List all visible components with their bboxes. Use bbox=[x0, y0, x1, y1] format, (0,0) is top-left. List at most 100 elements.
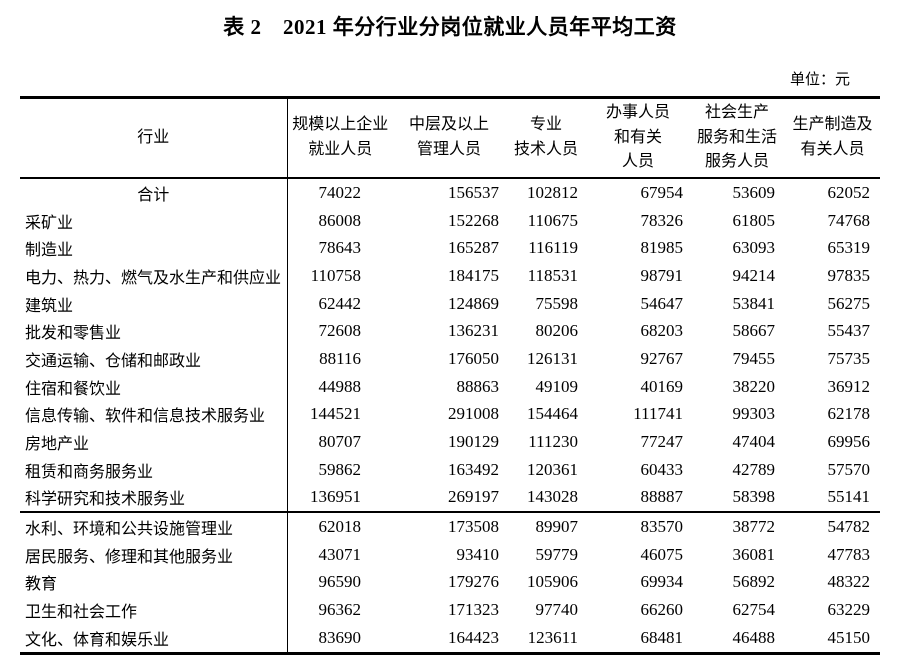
value-cell: 62052 bbox=[827, 182, 871, 202]
table-row: 信息传输、软件和信息技术服务业 144521 291008 154464 111741 9… bbox=[20, 400, 880, 429]
value-cell: 36081 bbox=[732, 544, 776, 564]
column-header: 社会生产 服务和生活 服务人员 bbox=[689, 97, 785, 179]
value-cell: 163492 bbox=[448, 459, 499, 479]
value-cell: 152268 bbox=[448, 210, 499, 230]
value-cell: 97835 bbox=[827, 265, 871, 285]
value-cell: 43071 bbox=[318, 544, 362, 564]
value-cell: 136951 bbox=[310, 487, 361, 507]
column-header: 中层及以上 管理人员 bbox=[393, 97, 505, 179]
value-cell: 79455 bbox=[732, 348, 776, 368]
value-cell: 68203 bbox=[640, 321, 684, 341]
industry-cell: 合计 bbox=[20, 178, 288, 207]
value-cell: 54647 bbox=[640, 293, 684, 313]
table-row: 居民服务、修理和其他服务业 43071 93410 59779 46075 36081 47… bbox=[20, 540, 880, 569]
value-cell: 96362 bbox=[318, 600, 362, 620]
value-cell: 56892 bbox=[732, 572, 776, 592]
table-row: 电力、热力、燃气及水生产和供应业 110758 184175 118531 98791 9… bbox=[20, 262, 880, 290]
value-cell: 291008 bbox=[448, 404, 499, 424]
header-row: 行业 规模以上企业 就业人员 中层及以上 管理人员 专业 技术人员 办事人员 和有关 人… bbox=[20, 97, 880, 179]
value-cell: 86008 bbox=[318, 210, 362, 230]
value-cell: 54782 bbox=[785, 511, 880, 541]
industry-cell: 制造业 bbox=[20, 234, 288, 263]
value-cell: 154464 bbox=[527, 404, 578, 424]
value-cell: 118531 bbox=[527, 265, 578, 285]
value-cell: 83570 bbox=[587, 511, 689, 541]
column-header: 专业 技术人员 bbox=[505, 97, 587, 179]
table-row: 住宿和餐饮业 44988 88863 49109 40169 38220 36912 bbox=[20, 372, 880, 401]
value-cell: 38772 bbox=[689, 511, 785, 541]
value-cell: 269197 bbox=[448, 487, 499, 507]
table-row: 交通运输、仓储和邮政业 88116 176050 126131 92767 79455 75… bbox=[20, 345, 880, 373]
value-cell: 68481 bbox=[640, 627, 684, 647]
industry-cell: 科学研究和技术服务业 bbox=[20, 483, 288, 513]
value-cell: 93410 bbox=[456, 544, 500, 564]
value-cell: 92767 bbox=[640, 348, 684, 368]
industry-cell: 交通运输、仓储和邮政业 bbox=[20, 345, 288, 373]
value-cell: 124869 bbox=[448, 293, 499, 313]
table-row: 房地产业 80707 190129 111230 77247 47404 69956 bbox=[20, 428, 880, 456]
value-cell: 57570 bbox=[827, 459, 871, 479]
value-cell: 81985 bbox=[640, 238, 684, 258]
value-cell: 83690 bbox=[318, 627, 362, 647]
value-cell: 67954 bbox=[640, 182, 684, 202]
value-cell: 65319 bbox=[827, 238, 871, 258]
value-cell: 165287 bbox=[448, 238, 499, 258]
value-cell: 36912 bbox=[827, 376, 871, 396]
value-cell: 58398 bbox=[732, 487, 776, 507]
unit-label: 单位：元 bbox=[789, 72, 850, 88]
table-body: 合计 74022 156537 102812 67954 53609 62052 采矿业 860… bbox=[20, 178, 880, 654]
industry-cell: 教育 bbox=[20, 568, 288, 597]
value-cell: 120361 bbox=[527, 459, 578, 479]
value-cell: 44988 bbox=[318, 376, 362, 396]
value-cell: 46075 bbox=[640, 544, 684, 564]
value-cell: 123611 bbox=[527, 627, 578, 647]
industry-cell: 居民服务、修理和其他服务业 bbox=[20, 540, 288, 569]
value-cell: 47404 bbox=[732, 432, 776, 452]
value-cell: 66260 bbox=[640, 600, 684, 620]
table-row: 租赁和商务服务业 59862 163492 120361 60433 42789 57570 bbox=[20, 455, 880, 484]
value-cell: 61805 bbox=[732, 210, 776, 230]
value-cell: 62754 bbox=[732, 600, 776, 620]
value-cell: 75598 bbox=[535, 293, 579, 313]
value-cell: 110675 bbox=[527, 210, 578, 230]
value-cell: 38220 bbox=[732, 376, 776, 396]
value-cell: 78326 bbox=[640, 210, 684, 230]
table-row: 合计 74022 156537 102812 67954 53609 62052 bbox=[20, 178, 880, 207]
table-row: 建筑业 62442 124869 75598 54647 53841 56275 bbox=[20, 289, 880, 318]
value-cell: 63229 bbox=[827, 600, 871, 620]
value-cell: 89907 bbox=[505, 511, 587, 541]
value-cell: 55141 bbox=[827, 487, 871, 507]
value-cell: 40169 bbox=[640, 376, 684, 396]
value-cell: 126131 bbox=[527, 348, 578, 368]
value-cell: 99303 bbox=[732, 404, 776, 424]
industry-cell: 住宿和餐饮业 bbox=[20, 372, 288, 401]
value-cell: 53609 bbox=[732, 182, 776, 202]
value-cell: 62442 bbox=[318, 293, 362, 313]
value-cell: 136231 bbox=[448, 321, 499, 341]
column-header: 办事人员 和有关 人员 bbox=[587, 97, 689, 179]
value-cell: 102812 bbox=[527, 182, 578, 202]
value-cell: 171323 bbox=[448, 600, 499, 620]
industry-cell: 租赁和商务服务业 bbox=[20, 455, 288, 484]
industry-cell: 建筑业 bbox=[20, 289, 288, 318]
value-cell: 62178 bbox=[827, 404, 871, 424]
table-row: 教育 96590 179276 105906 69934 56892 48322 bbox=[20, 568, 880, 597]
column-header: 生产制造及 有关人员 bbox=[785, 97, 880, 179]
column-header: 行业 bbox=[20, 97, 288, 179]
value-cell: 116119 bbox=[528, 238, 578, 258]
value-cell: 48322 bbox=[827, 572, 871, 592]
value-cell: 46488 bbox=[732, 627, 776, 647]
value-cell: 58667 bbox=[732, 321, 776, 341]
value-cell: 74768 bbox=[827, 210, 871, 230]
value-cell: 173508 bbox=[393, 511, 505, 541]
value-cell: 179276 bbox=[448, 572, 499, 592]
table-row: 科学研究和技术服务业 136951 269197 143028 88887 58398 55… bbox=[20, 483, 880, 513]
value-cell: 190129 bbox=[448, 432, 499, 452]
value-cell: 96590 bbox=[318, 572, 362, 592]
industry-cell: 信息传输、软件和信息技术服务业 bbox=[20, 400, 288, 429]
value-cell: 55437 bbox=[827, 321, 871, 341]
value-cell: 69934 bbox=[640, 572, 684, 592]
value-cell: 184175 bbox=[448, 265, 499, 285]
value-cell: 45150 bbox=[827, 627, 871, 647]
